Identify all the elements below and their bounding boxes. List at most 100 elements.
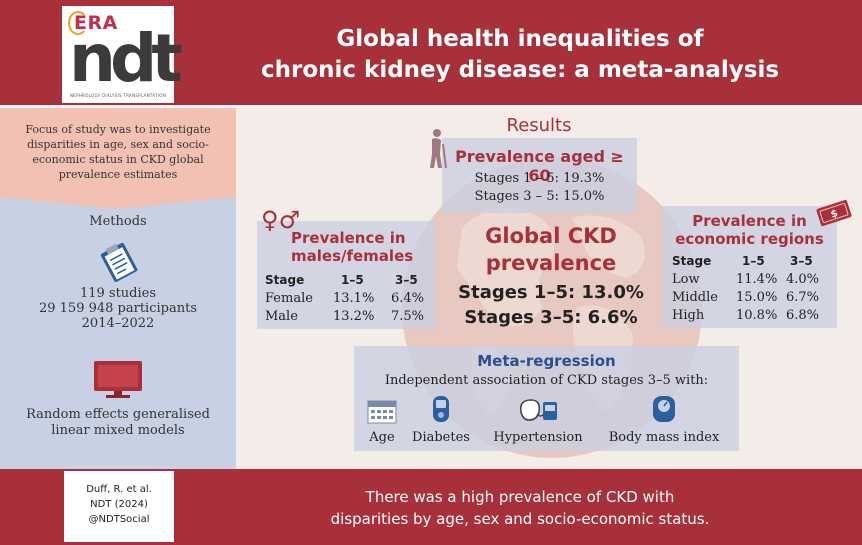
table-header-cell: Stage [265, 273, 305, 287]
glucose-meter-icon [433, 396, 449, 422]
journal-logo: ERA ndt NEPHROLOGY DIALYSIS TRANSPLANTAT… [62, 6, 183, 103]
table-cell: Middle [672, 289, 718, 305]
meta-label-diabetes: Diabetes [412, 430, 470, 445]
blood-pressure-monitor-icon [519, 399, 557, 421]
table-cell: 10.8% [736, 307, 778, 323]
global-stage-3-5: Stages 3–5: 6.6% [464, 307, 638, 328]
age-stage-3-5: Stages 3 – 5: 15.0% [474, 189, 605, 204]
table-cell: 13.1% [333, 290, 375, 306]
model-description: Random effects generalised linear mixed … [0, 407, 236, 439]
focus-text: Focus of study was to investigate dispar… [25, 123, 211, 181]
ndt-logo-text: ndt [69, 20, 183, 97]
age-panel-title: Prevalence aged ≥ 60 [455, 147, 624, 185]
results-title: Results [506, 115, 572, 136]
table-header-cell: 1–5 [742, 254, 765, 268]
table-header-cell: 1–5 [341, 273, 364, 287]
meta-label-age: Age [369, 430, 395, 445]
table-cell: 11.4% [736, 271, 778, 287]
meta-subtitle: Independent association of CKD stages 3–… [384, 373, 709, 388]
scale-icon [653, 396, 675, 422]
table-cell: Low [672, 271, 700, 287]
sex-prevalence-panel: Prevalence in males/females Stage 1–5 3–… [257, 221, 435, 329]
meta-title: Meta-regression [477, 352, 616, 370]
age-prevalence-panel: Prevalence aged ≥ 60 Stages 1 – 5: 19.3%… [442, 138, 637, 213]
economic-prevalence-panel: Prevalence in economic regions Stage 1–5… [662, 206, 837, 328]
header-banner: ERA ndt NEPHROLOGY DIALYSIS TRANSPLANTAT… [0, 0, 862, 105]
global-title-line-1: Global CKD [485, 224, 617, 248]
citation-journal: NDT (2024) [90, 499, 148, 510]
economic-panel-title: Prevalence in economic regions [662, 212, 837, 248]
conclusion-line-2: disparities by age, sex and socio-econom… [330, 510, 710, 528]
table-cell: High [672, 307, 705, 323]
table-cell: 6.4% [391, 290, 425, 306]
methods-title: Methods [89, 214, 147, 229]
methods-box: Methods 119 studies 29 159 948 participa… [0, 197, 236, 469]
conclusion-line-1: There was a high prevalence of CKD with [365, 488, 675, 506]
page-title: Global health inequalities of chronic ki… [200, 24, 840, 86]
title-line-2: chronic kidney disease: a meta-analysis [260, 57, 780, 83]
svg-text:$: $ [829, 208, 839, 221]
meta-item-bmi: Body mass index [600, 394, 728, 445]
table-cell: 6.8% [786, 307, 820, 323]
model-line-2: linear mixed models [51, 423, 185, 438]
table-cell: 13.2% [333, 308, 375, 324]
table-header-cell: 3–5 [790, 254, 813, 268]
table-header-cell: Stage [672, 254, 712, 268]
table-header-row: Stage 1–5 3–5 [672, 252, 823, 270]
global-prevalence-title: Global CKD prevalence [451, 223, 651, 277]
citation-handle: @NDTSocial [88, 514, 150, 525]
meta-item-hypertension: Hypertension [486, 394, 590, 445]
title-line-1: Global health inequalities of [336, 26, 704, 52]
focus-arrow [0, 197, 236, 209]
conclusion-text: There was a high prevalence of CKD with … [190, 486, 850, 530]
table-cell: 4.0% [786, 271, 820, 287]
table-row: High 10.8% 6.8% [672, 306, 823, 324]
citation-box: Duff, R. et al. NDT (2024) @NDTSocial [64, 471, 174, 542]
age-stage-1-5: Stages 1 – 5: 19.3% [474, 171, 605, 186]
meta-label-hypertension: Hypertension [493, 430, 583, 445]
table-cell: 6.7% [786, 289, 820, 305]
participants-count: 29 159 948 participants [38, 301, 197, 316]
global-stage-1-5: Stages 1–5: 13.0% [458, 282, 644, 303]
sex-table: Stage 1–5 3–5 Female 13.1% 6.4% Male 13.… [265, 271, 428, 325]
table-cell: 15.0% [736, 289, 778, 305]
clipboard-icon [100, 242, 138, 282]
sex-title-line-1: Prevalence in [291, 229, 406, 247]
studies-count: 119 studies [79, 286, 157, 301]
meta-regression-panel: Meta-regression Independent association … [354, 346, 739, 451]
money-icon: $ [816, 200, 852, 226]
sex-title-line-2: males/females [291, 247, 414, 265]
ndt-logo-caption: NEPHROLOGY DIALYSIS TRANSPLANTATION [70, 93, 166, 98]
results-area: Results Prevalence aged ≥ 60 Stages 1 – … [236, 108, 862, 469]
gender-symbols-icon: ♀♂ [261, 206, 301, 234]
table-header-row: Stage 1–5 3–5 [265, 271, 428, 289]
economic-title-line-2: economic regions [675, 230, 824, 248]
table-row: Female 13.1% 6.4% [265, 289, 428, 307]
table-cell: Male [265, 308, 298, 324]
focus-box: Focus of study was to investigate dispar… [0, 108, 236, 197]
table-row: Male 13.2% 7.5% [265, 307, 428, 325]
study-years: 2014–2022 [81, 316, 155, 331]
citation-author: Duff, R. et al. [86, 484, 152, 495]
table-row: Middle 15.0% 6.7% [672, 288, 823, 306]
study-stats: 119 studies 29 159 948 participants 2014… [0, 286, 236, 331]
meta-item-age: Age [364, 394, 400, 445]
elderly-person-icon [430, 129, 447, 169]
economic-table: Stage 1–5 3–5 Low 11.4% 4.0% Middle 15.0… [672, 252, 823, 324]
meta-label-bmi: Body mass index [608, 430, 720, 445]
model-line-1: Random effects generalised [26, 407, 210, 422]
table-cell: Female [265, 290, 313, 306]
meta-item-diabetes: Diabetes [406, 394, 476, 445]
footer-banner: Duff, R. et al. NDT (2024) @NDTSocial Th… [0, 469, 862, 545]
era-logo-ring [68, 11, 88, 35]
table-row: Low 11.4% 4.0% [672, 270, 823, 288]
monitor-icon [94, 361, 142, 398]
global-title-line-2: prevalence [485, 251, 617, 275]
sex-panel-title: Prevalence in males/females [291, 229, 431, 265]
economic-title-line-1: Prevalence in [692, 212, 807, 230]
calendar-icon [367, 400, 397, 424]
era-logo-text: ERA [74, 12, 118, 34]
table-cell: 7.5% [391, 308, 425, 324]
table-header-cell: 3–5 [395, 273, 418, 287]
